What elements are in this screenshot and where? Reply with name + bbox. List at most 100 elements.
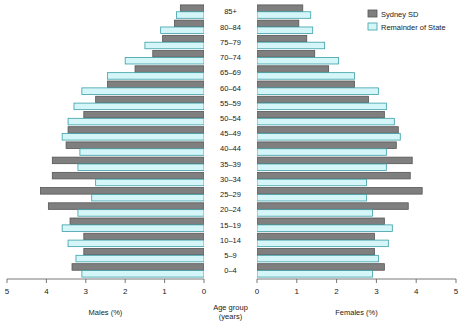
bar (66, 142, 204, 149)
x-tick-label: 0 (202, 287, 207, 296)
category-label: 15–19 (220, 221, 241, 230)
bar (257, 73, 355, 80)
x-axis-line (257, 279, 456, 280)
y-axis-title: Age group (years) (204, 303, 257, 321)
bar (174, 20, 204, 27)
x-tick-label: 3 (374, 287, 379, 296)
x-tick (164, 279, 165, 283)
bar (52, 172, 204, 179)
bar (96, 179, 204, 186)
bar (257, 142, 396, 149)
bar (257, 5, 303, 12)
x-tick (46, 279, 47, 283)
bar (257, 88, 378, 95)
category-label: 65–69 (220, 68, 241, 77)
x-tick-label: 0 (255, 287, 260, 296)
bar (257, 51, 315, 58)
bar (257, 240, 388, 247)
x-tick (376, 279, 377, 283)
x-tick (416, 279, 417, 283)
bar (76, 255, 204, 262)
bar (257, 188, 422, 195)
bar (257, 118, 394, 125)
x-tick (204, 279, 205, 283)
bar (68, 127, 204, 134)
bar (180, 5, 204, 12)
bar (72, 264, 204, 271)
bar (82, 271, 204, 278)
bars (40, 5, 204, 277)
bar (257, 35, 307, 42)
x-tick (125, 279, 126, 283)
x-tick-label: 5 (454, 287, 459, 296)
bar (68, 118, 204, 125)
x-tick (456, 279, 457, 283)
bar (84, 233, 204, 240)
category-label: 50–54 (220, 114, 241, 123)
bar (145, 42, 204, 49)
x-tick-label: 1 (162, 287, 167, 296)
bar (257, 149, 386, 156)
category-label: 25–29 (220, 190, 241, 199)
bar (40, 188, 204, 195)
bar (257, 218, 384, 225)
category-label: 20–24 (220, 205, 241, 214)
category-label: 85+ (224, 7, 237, 16)
bar (70, 218, 204, 225)
legend-swatch (368, 10, 377, 17)
bar (92, 194, 204, 201)
bar (257, 210, 372, 217)
x-tick (296, 279, 297, 283)
bar (257, 12, 311, 19)
bar (257, 111, 384, 118)
bar (257, 233, 374, 240)
x-tick (336, 279, 337, 283)
bar (62, 225, 204, 232)
bar (161, 27, 204, 34)
bar (257, 203, 408, 210)
bar (96, 96, 204, 103)
category-label: 10–14 (220, 236, 241, 245)
bar (257, 27, 313, 34)
bar (257, 134, 400, 141)
category-label: 60–64 (220, 84, 241, 93)
category-label: 80–84 (220, 23, 241, 32)
bar (257, 96, 368, 103)
x-tick-label: 3 (84, 287, 89, 296)
bar (257, 179, 366, 186)
bar (78, 164, 204, 171)
bar (257, 127, 398, 134)
bar (153, 51, 204, 58)
bars (257, 5, 422, 277)
bar (257, 164, 386, 171)
bar (257, 157, 412, 164)
x-axis-title: Males (%) (89, 308, 123, 317)
bar (257, 57, 339, 64)
bar (257, 248, 374, 255)
bar (68, 240, 204, 247)
bar (82, 88, 204, 95)
bar (257, 264, 384, 271)
bar (125, 57, 204, 64)
bar (80, 149, 204, 156)
x-tick-label: 1 (295, 287, 300, 296)
bar (176, 12, 204, 19)
category-label: 5–9 (224, 251, 237, 260)
x-tick (257, 279, 258, 283)
category-label: 45–49 (220, 129, 241, 138)
bar (74, 103, 204, 110)
bar (257, 225, 392, 232)
bar (107, 73, 204, 80)
bar (84, 248, 204, 255)
x-tick-label: 2 (123, 287, 128, 296)
bar (257, 255, 378, 262)
category-label: 55–59 (220, 99, 241, 108)
x-tick (7, 279, 8, 283)
bar (135, 66, 204, 73)
bar (163, 35, 204, 42)
legend-label: Remainder of State (381, 23, 446, 32)
x-tick-label: 4 (414, 287, 419, 296)
category-label: 40–44 (220, 144, 241, 153)
bar (257, 20, 299, 27)
bar (257, 66, 329, 73)
